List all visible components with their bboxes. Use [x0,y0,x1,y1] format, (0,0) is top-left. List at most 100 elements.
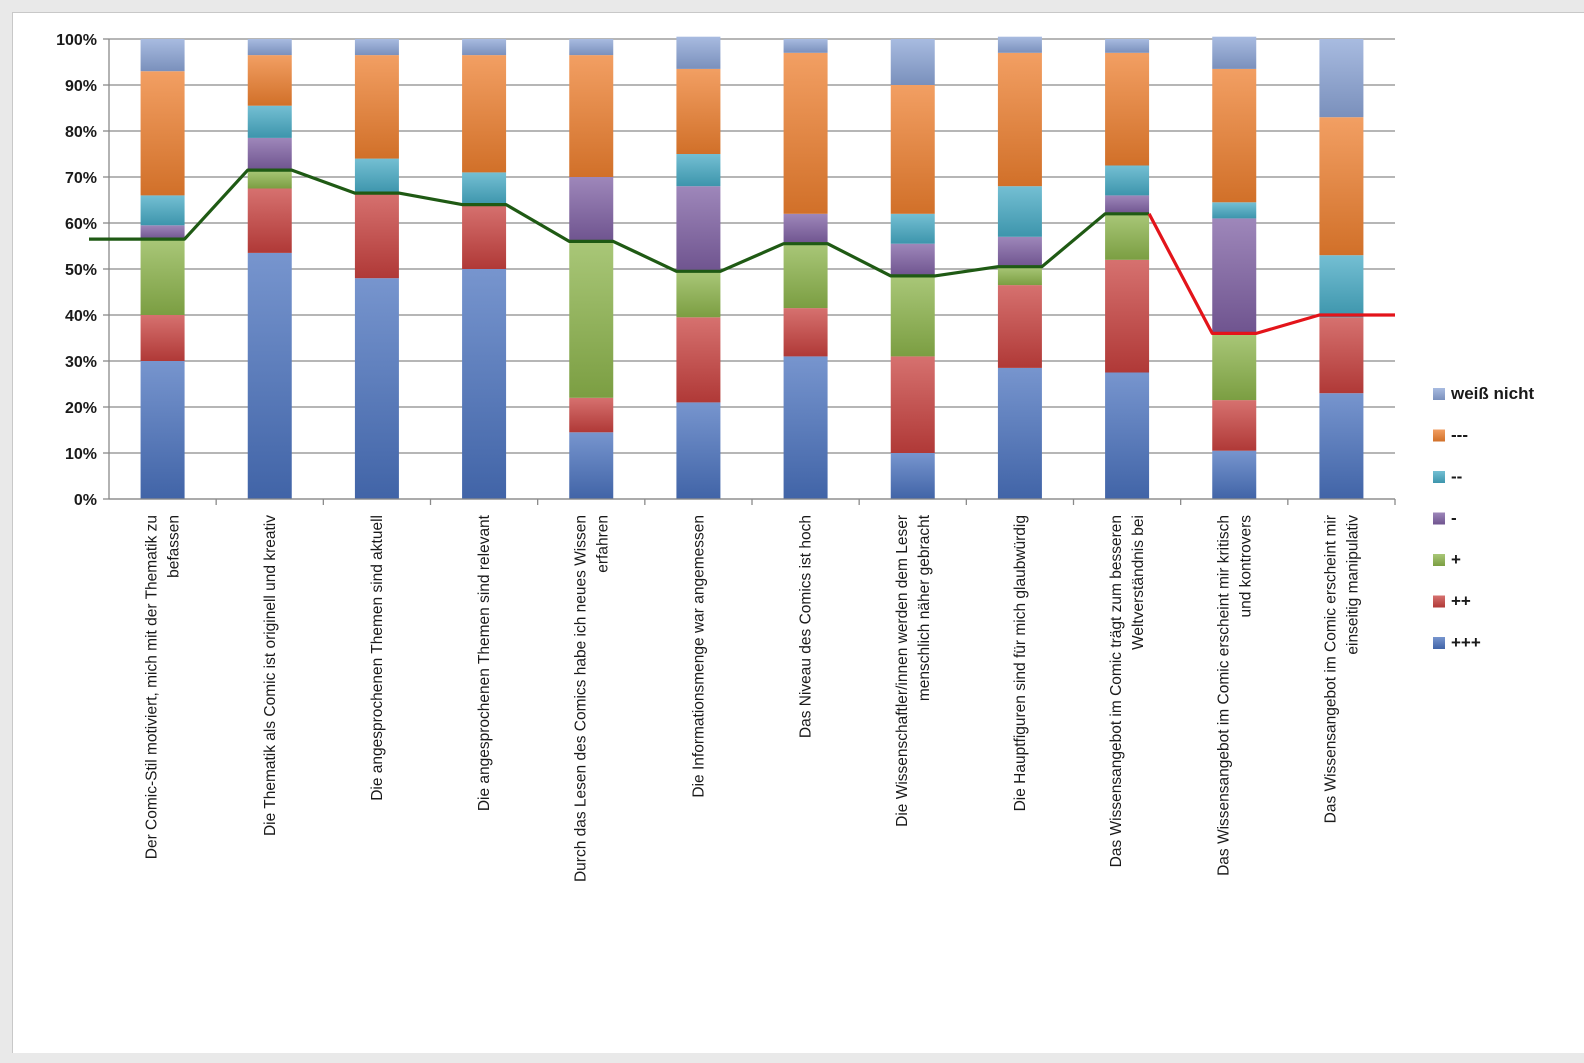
chart-frame: 0% 10% 20% 30% 40% 50% 60% 70% 80% 90% 100% Der Co… [12,12,1584,1053]
category-label-line: menschlich näher gebracht [916,514,933,701]
y-tick-label: 70% [65,170,97,187]
category-label-line: Das Wissensangebot im Comic trägt zum be… [1108,515,1125,867]
y-tick-label: 60% [65,216,97,233]
category-label-4: Die angesprochenen Themen sind relevant [476,514,493,811]
bar-segment-5-++ [569,397,614,433]
y-tick-label: 80% [65,124,97,141]
bar-segment-7-+++ [783,356,828,499]
bar-segment-12---- [1319,117,1364,256]
legend-swatch-3 [1433,471,1445,483]
bar-segment-3--- [354,158,399,194]
trend-line-negative [1147,213,1395,335]
bar-segment-7---- [783,52,828,214]
y-tick-label: 10% [65,446,97,463]
bar-segment-8-++ [890,356,935,453]
bar-stacks [140,36,1364,499]
bar-segment-10--- [1105,165,1150,196]
bar-segment-10-weiß nicht [1105,39,1150,53]
bar-segment-9--- [997,186,1042,237]
category-label-line: befassen [166,515,183,578]
y-tick-label: 40% [65,308,97,325]
bar-segment-2--- [247,105,292,138]
legend-label-1: weiß nicht [1450,384,1534,403]
bar-segment-4--- [462,172,507,205]
category-label-line: Das Wissensangebot im Comic erscheint mi… [1322,515,1339,823]
stacked-bar-chart: 0% 10% 20% 30% 40% 50% 60% 70% 80% 90% 100% Der Co… [56,32,1534,882]
bar-segment-1---- [140,71,185,196]
bar-segment-12--- [1319,255,1364,318]
bar-segment-9---- [997,52,1042,187]
category-label-line: Die Hauptfiguren sind für mich glaubwürd… [1012,515,1029,811]
legend-swatch-6 [1433,595,1445,608]
category-label-6: Die Informationsmenge war angemessen [690,515,707,798]
bar-segment-6-+++ [676,402,721,499]
legend-swatch-4 [1433,512,1445,525]
legend-swatch-2 [1433,429,1445,442]
legend-label-7: +++ [1451,633,1481,652]
category-label-line: Die angesprochenen Themen sind relevant [476,514,493,811]
bar-segment-4---- [462,55,507,173]
y-tick-labels: 0% 10% 20% 30% 40% 50% 60% 70% 80% 90% 100% [56,32,97,509]
bar-segment-9-+++ [997,367,1042,499]
category-label-12: Das Wissensangebot im Comic erscheint mi… [1322,515,1361,824]
category-label-line: und kontrovers [1237,515,1254,618]
category-label-line: Die angesprochenen Themen sind aktuell [369,515,386,801]
bar-segment-11-+ [1212,333,1257,401]
axes [103,38,1396,505]
legend-label-4: - [1451,509,1457,528]
legend-label-2: --- [1451,426,1468,445]
bar-segment-2-- [247,137,292,171]
category-label-10: Das Wissensangebot im Comic trägt zum be… [1108,515,1147,867]
bar-segment-12-++ [1319,317,1364,394]
bar-segment-6---- [676,68,721,154]
legend: weiß nicht------++++++ [1433,384,1534,652]
bar-segment-11-+++ [1212,450,1257,499]
bar-segment-2-++ [247,188,292,253]
bar-segment-5-+++ [569,432,614,499]
bar-segment-4-weiß nicht [462,39,507,56]
bar-segment-4-+++ [462,269,507,499]
trend-lines [89,168,1395,335]
category-label-line: Das Wissensangebot im Comic erscheint mi… [1215,515,1232,876]
bar-segment-1-+ [140,239,185,315]
bar-segment-6-weiß nicht [676,36,721,69]
bar-segment-10-+++ [1105,372,1150,499]
category-label-line: Die Wissenschaftler/innen werden dem Les… [894,515,911,827]
bar-segment-1-+++ [140,361,185,499]
bar-segment-10-+ [1105,213,1150,260]
bar-segment-2-+++ [247,252,292,499]
category-label-line: Das Niveau des Comics ist hoch [798,515,815,738]
bar-segment-8-+ [890,275,935,357]
bar-segment-5-weiß nicht [569,39,614,56]
category-label-3: Die angesprochenen Themen sind aktuell [369,515,386,801]
category-label-line: erfahren [594,515,611,573]
category-label-5: Durch das Lesen des Comics habe ich neue… [572,515,611,882]
y-tick-label: 50% [65,262,97,279]
category-label-line: Der Comic-Stil motiviert, mich mit der T… [144,515,161,859]
bar-segment-8-+++ [890,453,935,499]
bar-segment-4-++ [462,204,507,269]
bar-segment-1-weiß nicht [140,39,185,72]
bar-segment-2-weiß nicht [247,39,292,56]
bar-segment-12-+++ [1319,393,1364,499]
bar-segment-1-- [140,225,185,240]
bar-segment-11-- [1212,218,1257,334]
bar-segment-7-weiß nicht [783,39,828,53]
bar-segment-3-++ [354,193,399,279]
bar-segment-8-- [890,243,935,276]
y-tick-label: 0% [74,492,97,509]
trend-line-positive [89,168,1150,278]
bar-segment-6-- [676,186,721,272]
bar-segment-6--- [676,154,721,187]
bar-segment-6-++ [676,317,721,403]
bar-segment-9-- [997,236,1042,267]
bar-segment-2-+ [247,170,292,189]
category-labels: Der Comic-Stil motiviert, mich mit der T… [144,514,1362,882]
bar-segment-9-weiß nicht [997,36,1042,53]
legend-label-6: ++ [1451,592,1471,611]
bar-segment-5---- [569,55,614,177]
category-label-line: Die Informationsmenge war angemessen [690,515,707,798]
category-label-1: Der Comic-Stil motiviert, mich mit der T… [144,515,183,859]
bar-segment-5-+ [569,241,614,398]
bar-segment-10-++ [1105,259,1150,373]
